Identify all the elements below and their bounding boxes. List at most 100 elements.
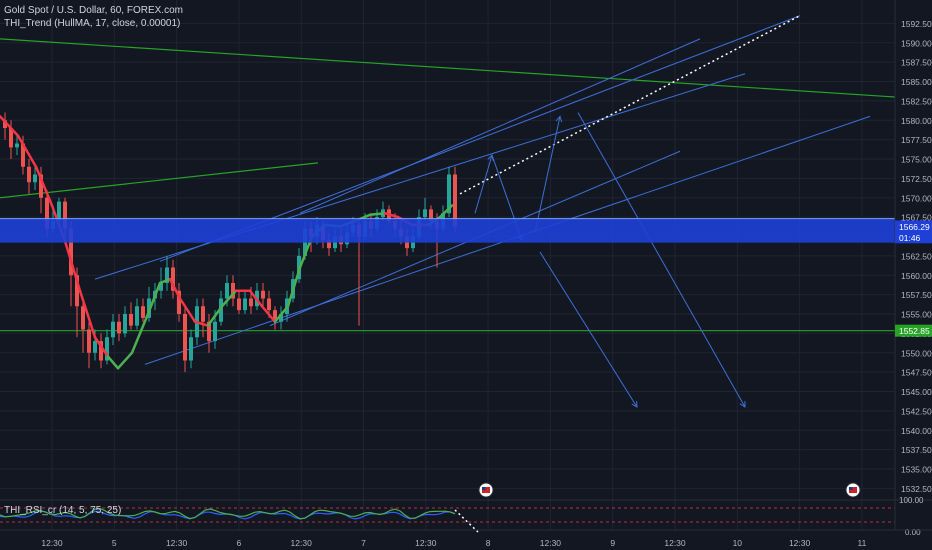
channel-line: [299, 38, 701, 214]
candle-body: [129, 314, 133, 326]
candle-body: [3, 120, 7, 128]
hull-segment: [16, 134, 38, 168]
support-zone[interactable]: [0, 218, 895, 243]
price-tick-label: 1532.50: [901, 484, 932, 494]
candle-body: [189, 337, 193, 361]
rsi-axis-label: 100.00: [899, 496, 924, 505]
price-tick-label: 1587.50: [901, 58, 932, 68]
time-tick-label: 12:30: [664, 538, 686, 548]
hull-segment: [93, 336, 110, 358]
flag-canton: [849, 487, 853, 490]
candle-body: [171, 267, 175, 291]
price-tick-label: 1575.00: [901, 155, 932, 165]
candle-body: [99, 341, 103, 361]
hull-segment: [220, 289, 238, 308]
time-tick-label: 6: [237, 538, 242, 548]
price-tick-label: 1545.00: [901, 387, 932, 397]
green-trendline: [0, 38, 896, 98]
price-tick-label: 1570.00: [901, 193, 932, 203]
hull-segment: [193, 320, 210, 327]
price-axis[interactable]: 1592.50 1590.00 1587.50 1585.00 1582.50 1580.…: [894, 0, 932, 530]
rsi-pane[interactable]: 100.00 0.00: [0, 496, 924, 537]
candle-body: [63, 201, 67, 229]
candle-body: [21, 143, 25, 167]
event-flags[interactable]: [478, 482, 861, 498]
indicator-legend[interactable]: THI_Trend (HullMA, 17, close, 0.00001): [4, 18, 181, 29]
zone-rect: [0, 218, 895, 243]
price-tick-label: 1537.50: [901, 445, 932, 455]
candle-body: [225, 283, 229, 299]
rsi-signal-line: [0, 507, 456, 520]
candle-body: [93, 341, 97, 353]
price-tick-label: 1582.50: [901, 96, 932, 106]
flag-stripe: [482, 487, 490, 493]
candle-body: [279, 314, 283, 322]
time-tick-label: 12:30: [291, 538, 313, 548]
price-label: 1566.29: [899, 222, 930, 232]
arrow-line: [539, 251, 638, 408]
price-tick-label: 1547.50: [901, 368, 932, 378]
price-tick-label: 1577.50: [901, 135, 932, 145]
time-tick-label: 12:30: [415, 538, 437, 548]
arrow-line: [577, 112, 746, 408]
symbol-legend[interactable]: Gold Spot / U.S. Dollar, 60, FOREX.com: [4, 5, 183, 16]
candle-body: [87, 329, 91, 353]
candle-body: [267, 298, 271, 311]
rsi-axis-label-low: 0.00: [905, 528, 921, 537]
price-label-bg: [895, 324, 932, 337]
arrow-line: [534, 116, 561, 233]
candle-body: [243, 298, 247, 311]
hull-segment: [273, 305, 290, 323]
price-label-bg: [895, 220, 932, 233]
price-tick-label: 1540.00: [901, 426, 932, 436]
price-label: 01:46: [899, 233, 921, 243]
candle-body: [39, 174, 43, 198]
price-tick-label: 1592.50: [901, 19, 932, 29]
candle-body: [219, 298, 223, 322]
candle-body: [9, 128, 13, 148]
hull-segment: [130, 312, 150, 354]
time-tick-label: 12:30: [166, 538, 188, 548]
hull-segment: [383, 212, 400, 219]
candle-body: [45, 197, 49, 229]
candle-body: [57, 201, 61, 221]
flag-stripe: [849, 487, 857, 493]
time-axis[interactable]: 12:30 5 12:30 6 12:30 7 12:30 8 12:30 9 12:30 10 12:…: [0, 529, 932, 548]
time-tick-label: 12:30: [789, 538, 811, 548]
hull-segment: [368, 212, 387, 217]
candle-body: [213, 321, 217, 342]
dotted-projection: [459, 14, 801, 195]
arrow-head: [555, 115, 563, 123]
price-tick-label: 1580.00: [901, 116, 932, 126]
hull-segment: [286, 266, 302, 308]
candle-body: [165, 267, 169, 283]
arrow-line: [474, 154, 493, 214]
candle-body: [237, 298, 241, 311]
candle-body: [111, 321, 115, 338]
candle-body: [117, 321, 121, 334]
rsi-legend[interactable]: THI_RSI_cr (14, 5, 75, 25): [4, 505, 122, 516]
price-tick-label: 1550.00: [901, 348, 932, 358]
price-tick-label: 1542.50: [901, 406, 932, 416]
candle-body: [423, 209, 427, 218]
time-tick-label: 9: [610, 538, 615, 548]
time-tick-label: 12:30: [540, 538, 562, 548]
price-label-bg: [895, 231, 932, 244]
candle-body: [201, 306, 205, 322]
candle-body: [105, 337, 109, 361]
hull-segment: [248, 289, 264, 308]
candle-body: [15, 143, 19, 148]
candle-body: [231, 283, 235, 299]
hull-segment: [78, 289, 97, 339]
price-tick-label: 1562.50: [901, 251, 932, 261]
candle-body: [183, 314, 187, 361]
candle-body: [69, 228, 73, 276]
price-tick-label: 1572.50: [901, 174, 932, 184]
candle-body: [75, 275, 79, 307]
arrow-head: [739, 400, 746, 408]
candle-body: [249, 298, 253, 307]
candle-body: [447, 174, 451, 214]
hull-segment: [206, 305, 224, 327]
candle-body: [33, 174, 37, 183]
